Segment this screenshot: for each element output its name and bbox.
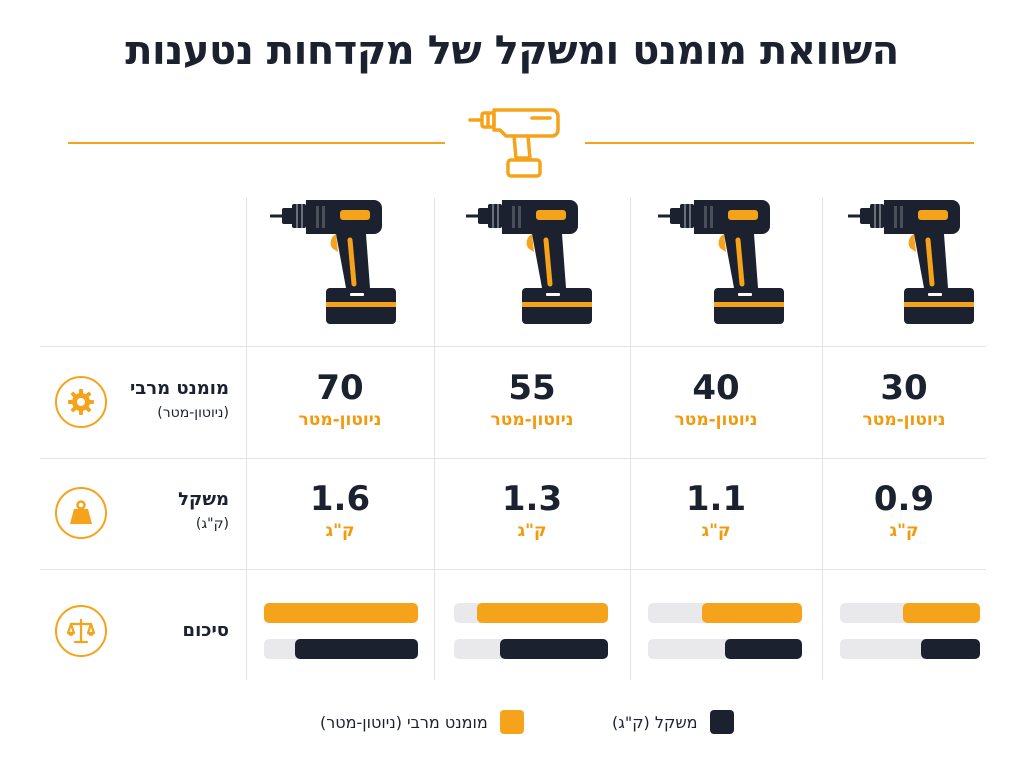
torque-unit: ניוטון-מטר <box>674 410 758 430</box>
summary-label: סיכום <box>182 620 229 641</box>
weight-label: משקל <box>178 489 229 510</box>
drill-outline-icon <box>468 108 560 178</box>
legend-label-weight: משקל (ק"ג) <box>612 712 698 732</box>
torque-unit: ניוטון-מטר <box>490 410 574 430</box>
legend-swatch-torque <box>499 710 524 734</box>
page-title: השוואת מומנט ומשקל של מקדחות נטענות <box>125 28 899 74</box>
legend-item-torque: מומנט מרבי (ניוטון-מטר) <box>320 709 524 735</box>
weight-bar-track <box>648 639 802 659</box>
grid-line <box>40 458 986 459</box>
weight-value: 1.6 <box>309 479 371 519</box>
weight-bar <box>921 639 980 659</box>
row-label-summary: סיכום <box>183 620 229 641</box>
weight-value: 1.1 <box>685 479 747 519</box>
weight-bar <box>725 639 802 659</box>
weight-unit: ק"ג <box>701 521 731 541</box>
balance-scale-icon <box>55 605 107 657</box>
drill-image-1 <box>848 192 978 327</box>
torque-sublabel: (ניוטון-מטר) <box>157 405 229 421</box>
grid-line <box>40 346 986 347</box>
torque-label: מומנט מרבי <box>129 378 229 399</box>
legend-item-weight: משקל (ק"ג) <box>612 709 734 735</box>
torque-value: 40 <box>692 368 740 408</box>
torque-bar-track <box>454 603 608 623</box>
weight-bar-track <box>264 639 418 659</box>
legend-swatch-weight <box>709 710 734 734</box>
weight-value: 1.3 <box>501 479 563 519</box>
title-divider-right <box>585 142 974 144</box>
torque-unit: ניוטון-מטר <box>298 410 382 430</box>
weight-bar-track <box>454 639 608 659</box>
row-label-torque: מומנט מרבי (ניוטון-מטר) <box>130 378 229 421</box>
weight-icon <box>55 487 107 539</box>
torque-bar <box>701 603 802 623</box>
torque-bar <box>264 603 418 623</box>
torque-bar-track <box>264 603 418 623</box>
grid-line <box>434 198 435 680</box>
gear-icon <box>55 376 107 428</box>
row-label-weight: משקל (ק"ג) <box>178 489 229 532</box>
title-divider-left <box>68 142 445 144</box>
weight-value: 0.9 <box>873 479 935 519</box>
grid-line <box>822 198 823 680</box>
torque-bar-track <box>648 603 802 623</box>
weight-bar <box>294 639 418 659</box>
torque-value: 55 <box>508 368 556 408</box>
weight-bar <box>500 639 608 659</box>
torque-bar-track <box>840 603 980 623</box>
grid-line <box>246 198 247 680</box>
torque-bar <box>903 603 980 623</box>
drill-image-4 <box>270 192 400 327</box>
weight-unit: ק"ג <box>517 521 547 541</box>
grid-line <box>630 198 631 680</box>
weight-unit: ק"ג <box>889 521 919 541</box>
torque-value: 30 <box>880 368 928 408</box>
legend-label-torque: מומנט מרבי (ניוטון-מטר) <box>320 712 488 732</box>
weight-bar-track <box>840 639 980 659</box>
torque-bar <box>477 603 608 623</box>
grid-line <box>40 569 986 570</box>
drill-image-3 <box>466 192 596 327</box>
weight-unit: ק"ג <box>325 521 355 541</box>
torque-unit: ניוטון-מטר <box>862 410 946 430</box>
drill-image-2 <box>658 192 788 327</box>
weight-sublabel: (ק"ג) <box>195 516 229 532</box>
torque-value: 70 <box>316 368 364 408</box>
